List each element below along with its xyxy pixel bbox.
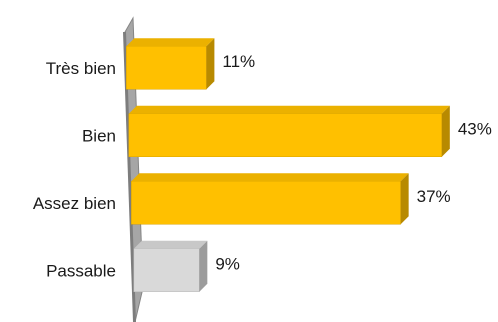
bar-side	[400, 173, 409, 225]
bar-front	[126, 46, 207, 90]
data-label: 9%	[215, 254, 240, 273]
bar	[131, 173, 409, 225]
bar-front	[131, 181, 401, 225]
bar-front	[133, 248, 200, 292]
bar-top	[133, 240, 208, 249]
bar-side	[206, 38, 215, 90]
labels: Très bien 11% Bien 43% Assez bien 37% Passable…	[33, 52, 492, 281]
bar-front	[128, 113, 443, 157]
bar	[126, 38, 215, 90]
category-label: Assez bien	[33, 194, 116, 213]
bar	[133, 240, 208, 292]
bar-side	[441, 105, 450, 157]
category-label: Passable	[46, 261, 116, 280]
bar-top	[128, 105, 450, 114]
bars	[126, 38, 450, 292]
bar-side	[199, 240, 208, 292]
data-label: 11%	[222, 52, 255, 71]
data-label: 43%	[458, 119, 492, 138]
bar-top	[131, 173, 409, 182]
category-label: Très bien	[46, 59, 116, 78]
bar	[128, 105, 450, 157]
bar-top	[126, 38, 215, 47]
data-label: 37%	[417, 187, 451, 206]
category-label: Bien	[82, 126, 116, 145]
axis-wall-edge	[123, 32, 136, 322]
